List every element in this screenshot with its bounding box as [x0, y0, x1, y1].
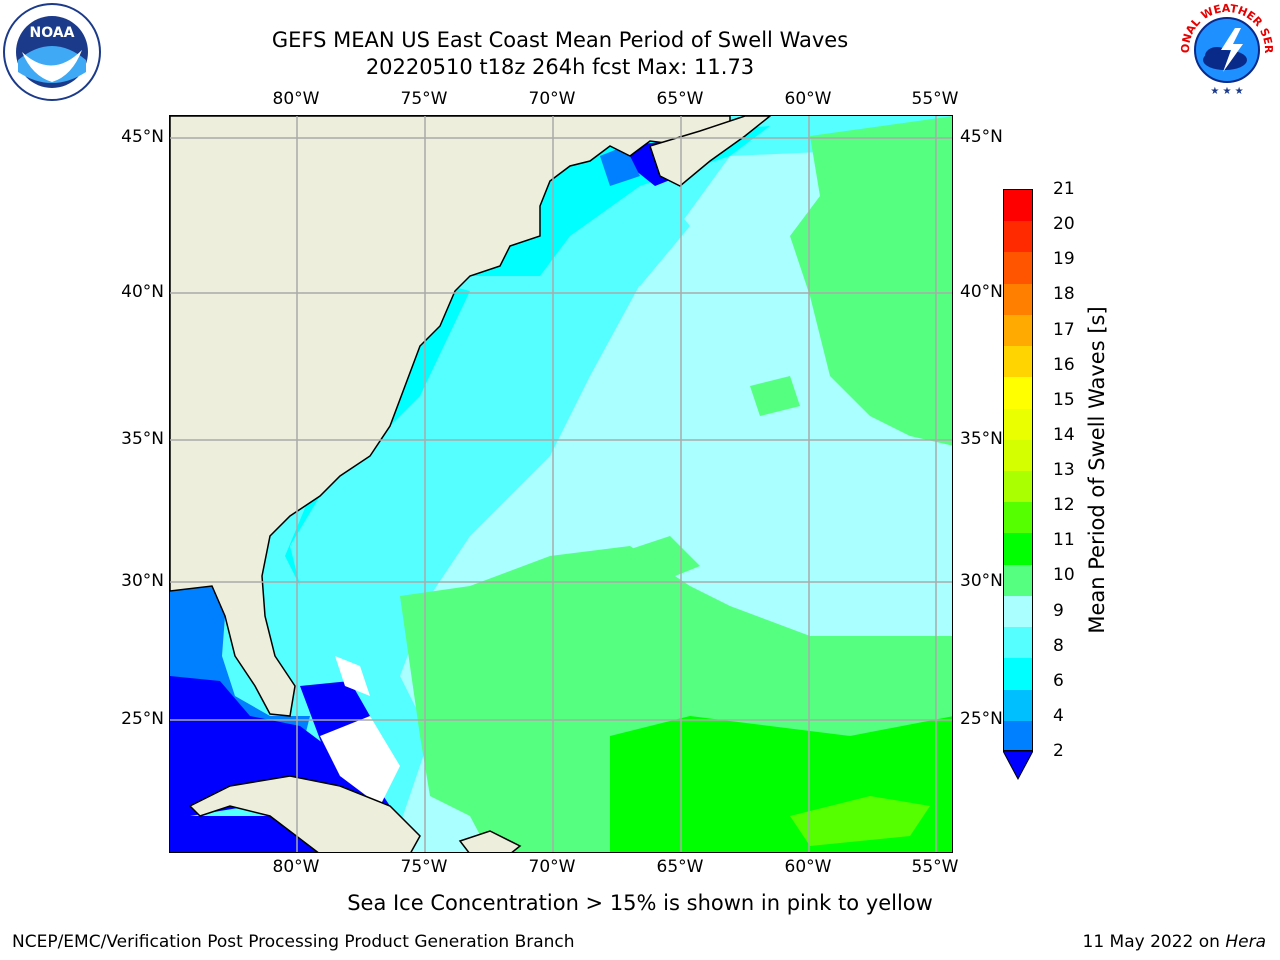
colorbar-tick-label: 13 — [1053, 460, 1075, 480]
lon-tick-bottom: 60°W — [784, 857, 832, 877]
noaa-logo: NOAA — [2, 2, 102, 106]
colorbar-tick-label: 2 — [1053, 741, 1064, 761]
lat-tick-right: 45°N — [960, 127, 1003, 147]
lat-tick-left: 45°N — [121, 127, 164, 147]
lat-tick-left: 40°N — [121, 282, 164, 302]
colorbar-tick-label: 11 — [1053, 530, 1075, 551]
lat-tick-right: 25°N — [960, 709, 1003, 729]
period-band-9-10 — [750, 376, 800, 416]
colorbar-tick-label: 10 — [1053, 565, 1075, 586]
colorbar-segment — [1004, 252, 1032, 285]
colorbar-tick-label: 15 — [1053, 389, 1075, 410]
period-band-9-10 — [610, 536, 700, 586]
lon-tick-bottom: 55°W — [911, 857, 959, 877]
footer-credit: NCEP/EMC/Verification Post Processing Pr… — [12, 932, 575, 952]
lon-tick-bottom: 70°W — [528, 857, 576, 877]
lon-tick-bottom: 75°W — [400, 857, 448, 877]
nova-scotia-land — [649, 116, 772, 187]
colorbar-tick-label: 20 — [1053, 214, 1075, 235]
sea-ice-note: Sea Ice Concentration > 15% is shown in … — [347, 891, 933, 915]
colorbar-tick-label: 21 — [1053, 179, 1075, 199]
colorbar-tick-label: 14 — [1053, 424, 1075, 445]
hispaniola-land — [458, 830, 522, 852]
north-america-land — [170, 116, 731, 717]
colorbar-tick-label: 19 — [1053, 249, 1075, 270]
colorbar-segment — [1004, 595, 1032, 629]
star-icon: ★ ★ ★ — [1210, 86, 1243, 97]
colorbar-tick-label: 16 — [1053, 354, 1075, 375]
noaa-wordmark: NOAA — [30, 25, 75, 41]
colorbar-segment — [1004, 720, 1032, 750]
colorbar-segment — [1004, 439, 1032, 472]
map-title-line1: GEFS MEAN US East Coast Mean Period of S… — [271, 28, 849, 52]
colorbar-segment — [1004, 533, 1032, 566]
lon-tick-top: 80°W — [272, 89, 320, 109]
shallow-bank-area — [320, 716, 400, 806]
colorbar-segment — [1004, 377, 1032, 410]
colorbar-segment — [1004, 564, 1032, 597]
colorbar-segment — [1004, 346, 1032, 379]
colorbar-segment — [1004, 221, 1032, 254]
footer-machine: Hera — [1225, 932, 1266, 952]
colorbar — [1003, 189, 1033, 751]
colorbar-title: Mean Period of Swell Waves [s] — [1085, 306, 1109, 634]
colorbar-tick-label: 17 — [1053, 319, 1075, 340]
lat-tick-right: 30°N — [960, 571, 1003, 591]
colorbar-segment — [1004, 689, 1032, 722]
colorbar-segment — [1004, 283, 1032, 316]
period-band-under-2 — [170, 676, 390, 816]
colorbar-tick-label: 9 — [1053, 600, 1064, 621]
lat-tick-left: 30°N — [121, 571, 164, 591]
footer-date: 11 May 2022 on Hera — [1083, 932, 1267, 952]
colorbar-segment — [1004, 658, 1032, 691]
period-band-11-12 — [790, 796, 930, 846]
graticule — [170, 116, 952, 852]
lat-tick-right: 35°N — [960, 429, 1003, 449]
colorbar-tick-label: 12 — [1053, 495, 1075, 516]
footer-date-text: 11 May 2022 on — [1082, 932, 1226, 952]
colorbar-segment — [1004, 314, 1032, 348]
map-title-line2: 20220510 t18z 264h fcst Max: 11.73 — [365, 55, 755, 79]
lat-tick-right: 40°N — [960, 282, 1003, 302]
colorbar-segment — [1004, 627, 1032, 660]
lon-tick-top: 60°W — [784, 89, 832, 109]
colorbar-tick-label: 4 — [1053, 705, 1064, 726]
lat-tick-left: 35°N — [121, 429, 164, 449]
swell-period-map — [169, 115, 953, 853]
colorbar-under-arrow — [1003, 751, 1033, 781]
lon-tick-top: 55°W — [911, 89, 959, 109]
colorbar-tick-label: 8 — [1053, 635, 1064, 656]
colorbar-segment — [1004, 471, 1032, 504]
colorbar-segment — [1004, 190, 1032, 223]
colorbar-segment — [1004, 502, 1032, 535]
colorbar-segment — [1004, 408, 1032, 441]
colorbar-tick-label: 6 — [1053, 670, 1064, 691]
lon-tick-top: 75°W — [400, 89, 448, 109]
cuba-land — [188, 775, 421, 852]
lon-tick-top: 65°W — [656, 89, 704, 109]
lon-tick-bottom: 80°W — [272, 857, 320, 877]
national-weather-service-logo: NATIONAL WEATHER SERVICE ★ ★ ★ — [1172, 0, 1277, 104]
shallow-bank-area — [335, 656, 370, 696]
period-band-9-10 — [790, 116, 952, 446]
lat-tick-left: 25°N — [121, 709, 164, 729]
lon-tick-bottom: 65°W — [656, 857, 704, 877]
lon-tick-top: 70°W — [528, 89, 576, 109]
colorbar-under-triangle — [1003, 751, 1033, 781]
colorbar-tick-label: 18 — [1053, 284, 1075, 305]
